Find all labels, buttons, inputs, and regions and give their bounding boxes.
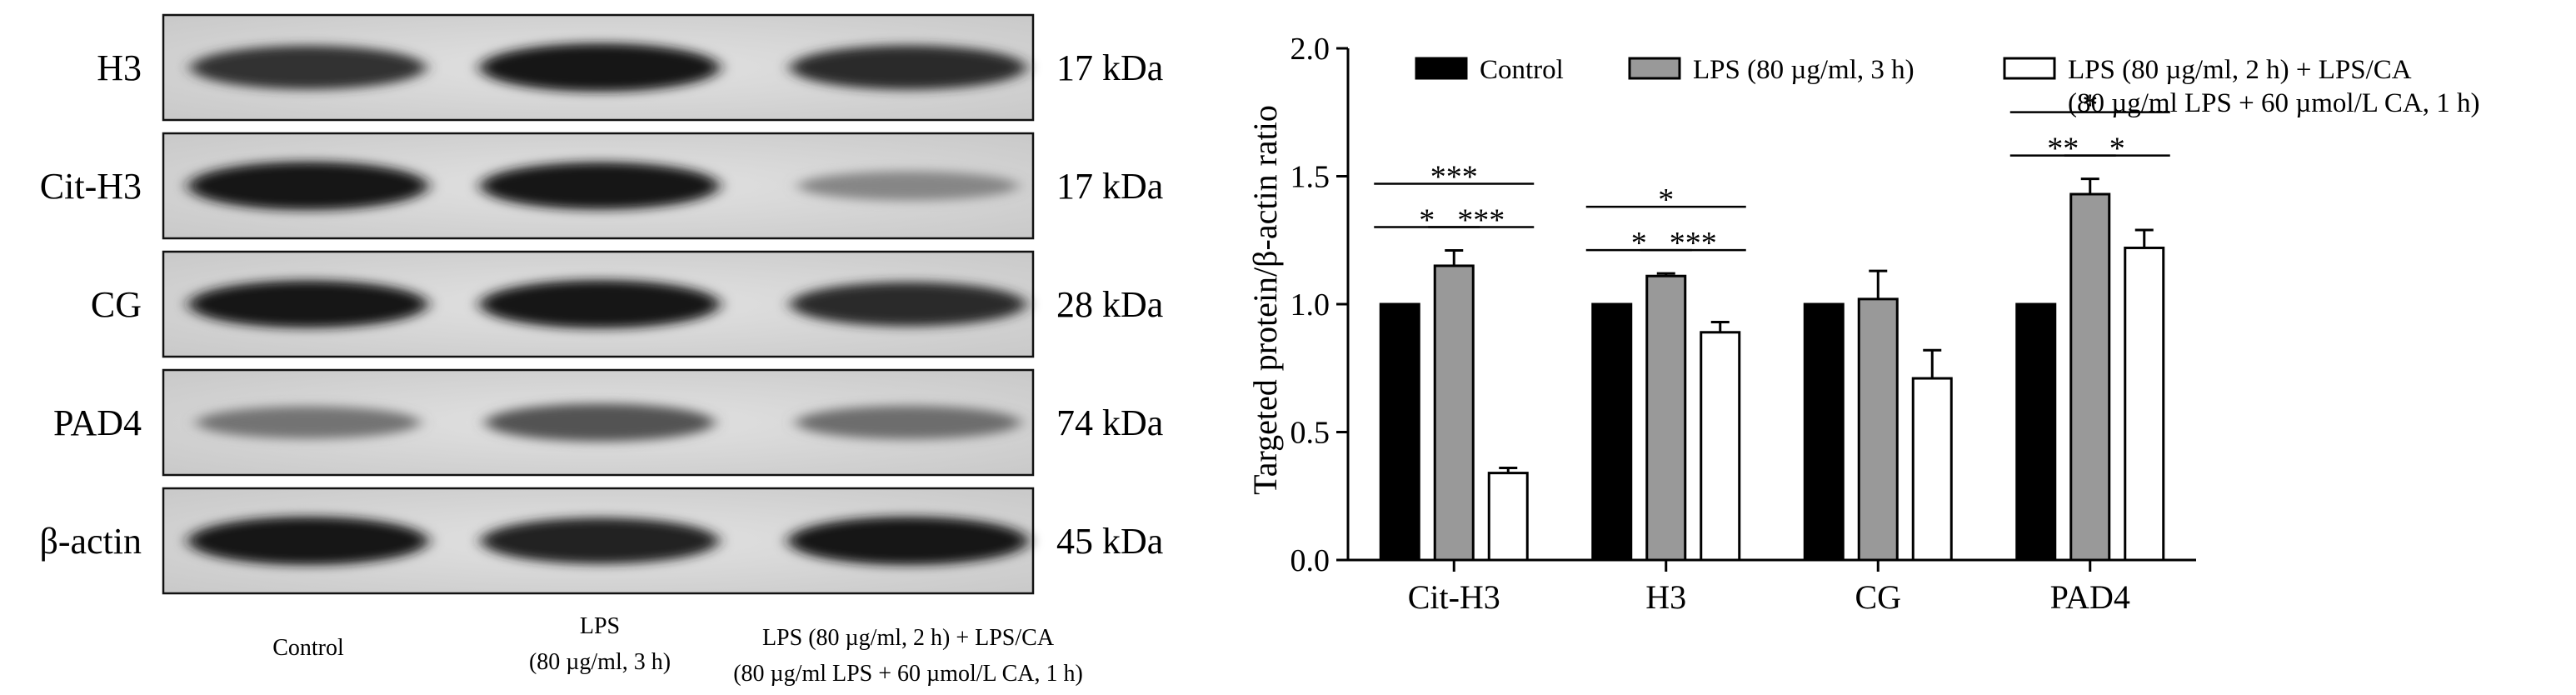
legend: Control LPS (80 µg/ml, 3 h) LPS (80 µg/ml,… [1415,55,2480,118]
western-blot-panel: H3 17 kDa Cit-H3 17 kDa CG 28 kDa PAD4 74 kDa β-… [39,13,1163,687]
y-tick-label: 1.0 [1290,288,1330,322]
molecular-weight-label: 17 kDa [1056,48,1163,88]
significance-label: ** [2047,132,2079,167]
bar [1803,302,1845,562]
bar [2015,302,2057,562]
molecular-weight-label: 45 kDa [1056,521,1163,562]
blot-band [790,45,1026,90]
significance-label: *** [1670,226,1717,261]
bars [1379,178,2165,562]
legend-label: LPS (80 µg/ml, 3 h) [1693,55,1915,85]
band-label: PAD4 [53,402,142,443]
lane-label: LPS [580,613,620,639]
blot-row: H3 17 kDa [97,13,1163,122]
blot-row: PAD4 74 kDa [53,368,1163,477]
bar [1645,274,1687,562]
bar [1911,377,1953,562]
blot-band [790,282,1026,327]
blot-row: Cit-H3 17 kDa [40,132,1163,240]
blot-band [188,516,428,566]
blot-band [796,405,1021,440]
legend-label: LPS (80 µg/ml, 2 h) + LPS/CA [2068,55,2412,85]
legend-label-line2: (80 µg/ml LPS + 60 µmol/L CA, 1 h) [2068,88,2480,118]
band-label: CG [91,284,142,325]
y-tick-label: 1.5 [1290,160,1330,195]
blot-band [197,406,420,439]
blot-band [480,279,720,329]
blot-row: CG 28 kDa [91,250,1163,358]
blot-band [188,161,428,211]
lane-label: (80 µg/ml LPS + 60 µmol/L CA, 1 h) [733,661,1083,687]
bar [2069,192,2111,562]
molecular-weight-label: 74 kDa [1056,402,1163,443]
lane-label: Control [272,635,344,661]
lane-label: (80 µg/ml, 3 h) [529,649,671,675]
band-label: β-actin [39,521,142,562]
significance-label: * [1419,203,1435,238]
legend-swatch [2003,57,2056,80]
lane-label: LPS (80 µg/ml, 2 h) + LPS/CA [762,625,1055,651]
significance-label: * [2082,88,2098,123]
y-tick-label: 0.0 [1290,543,1330,578]
y-axis-label: Targeted protein/β-actin ratio [1246,105,1284,495]
bar-chart-panel: Targeted protein/β-actin ratio 0.0 0.5 1.0… [1246,32,2480,616]
blot-band [480,162,720,210]
molecular-weight-label: 17 kDa [1056,166,1163,207]
significance-markers: * ******* ****** ** [1374,88,2170,261]
legend-swatch [1628,57,1681,80]
blot-band [485,403,715,442]
legend-label: Control [1480,55,1564,85]
significance-label: * [2109,132,2125,167]
blot-band [798,171,1018,201]
axes: 0.0 0.5 1.0 1.5 2.0 Cit-H3 H3 CG PAD4 [1290,32,2196,616]
band-label: Cit-H3 [40,166,142,207]
significance-label: *** [1430,160,1478,195]
legend-swatch [1415,57,1468,80]
y-tick-label: 0.5 [1290,416,1330,451]
blot-band [788,516,1028,566]
bar [1379,302,1420,562]
significance-label: * [1631,226,1647,261]
blot-row: β-actin 45 kDa [39,487,1163,595]
x-tick-label: CG [1855,578,1901,616]
bar [1700,331,1741,562]
bar [1487,472,1529,562]
x-tick-label: Cit-H3 [1408,578,1500,616]
band-label: H3 [97,48,142,88]
bar [1857,298,1899,562]
bar [1433,264,1475,562]
significance-label: * [1658,182,1674,218]
bar [2124,246,2165,562]
blot-band [481,518,719,564]
molecular-weight-label: 28 kDa [1056,284,1163,325]
blot-band [188,280,428,328]
significance-label: *** [1457,203,1505,238]
x-tick-label: H3 [1645,578,1686,616]
x-tick-label: PAD4 [2050,578,2130,616]
blot-band [480,42,720,92]
bar [1591,302,1633,562]
y-tick-label: 2.0 [1290,32,1330,67]
blot-band [191,45,426,90]
